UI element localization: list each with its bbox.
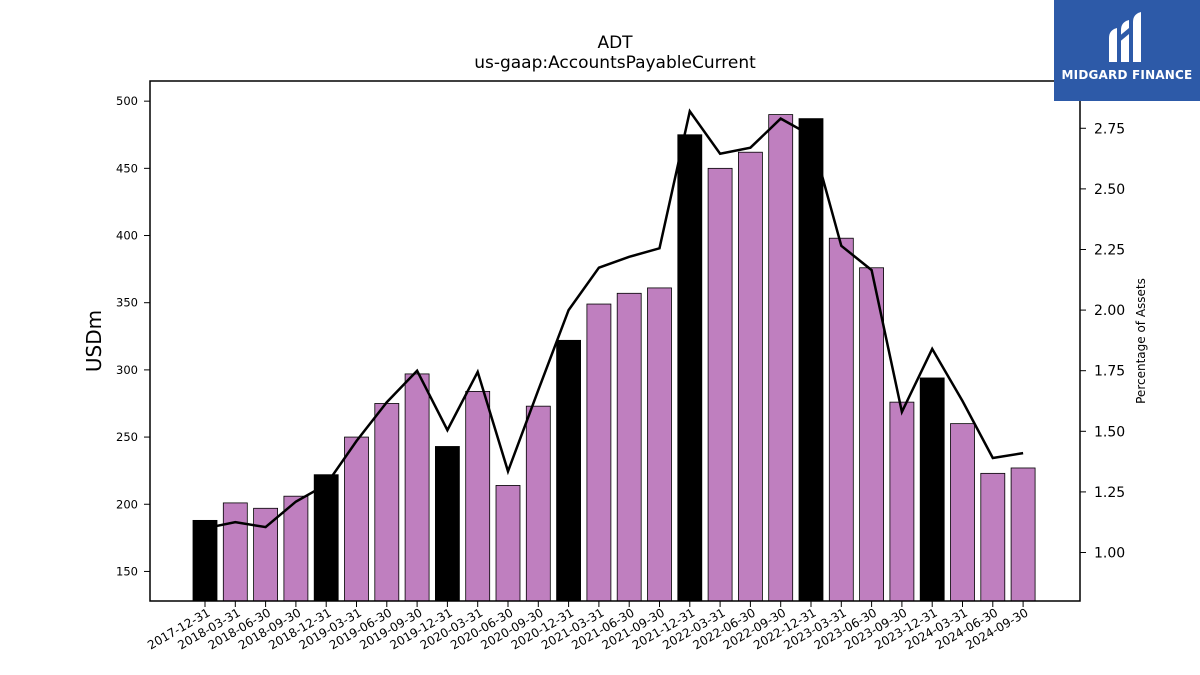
bar — [253, 507, 279, 602]
y2-tick-label: 1.50 — [1094, 424, 1125, 440]
bar — [313, 474, 339, 602]
bar — [768, 114, 794, 602]
bar — [798, 118, 824, 602]
bar — [404, 373, 430, 602]
bar — [222, 502, 248, 602]
y-tick-label: 400 — [116, 229, 138, 243]
y2-tick-label: 1.25 — [1094, 485, 1125, 501]
bar — [677, 134, 703, 602]
bar — [465, 390, 491, 602]
bar — [828, 237, 854, 602]
bar — [434, 446, 460, 602]
y2-tick-label: 2.75 — [1094, 121, 1125, 137]
bar — [556, 339, 581, 602]
bar — [344, 436, 369, 602]
y2-tick-label: 2.50 — [1094, 182, 1125, 198]
bar — [616, 292, 642, 602]
y-tick-label: 200 — [116, 497, 138, 511]
right-axis: 1.00 1.25 1.50 1.75 2.00 2.25 2.50 2.75 — [1080, 121, 1125, 562]
bar — [980, 472, 1006, 602]
y2-tick-label: 2.00 — [1094, 303, 1125, 319]
y-tick-label: 350 — [116, 296, 138, 310]
plot-frame — [149, 80, 1081, 602]
bar — [586, 303, 612, 602]
bar — [283, 495, 309, 602]
x-axis: 2017-12-312018-03-312018-06-302018-09-30… — [145, 601, 1031, 652]
bar — [525, 405, 551, 602]
midgard-logo-icon — [1109, 12, 1141, 62]
y-tick-label: 250 — [116, 430, 138, 444]
bar — [707, 167, 733, 602]
line-series — [204, 108, 1024, 530]
bar — [950, 423, 975, 602]
bar-series — [192, 114, 1036, 602]
chart-title: ADT — [597, 33, 633, 53]
y2-tick-label: 1.75 — [1094, 364, 1125, 380]
bar — [919, 377, 945, 602]
y-tick-label: 150 — [116, 564, 138, 578]
y-tick-label: 300 — [116, 363, 138, 377]
percentage-line — [204, 108, 1024, 530]
bar — [1010, 467, 1036, 602]
y2-tick-label: 2.25 — [1094, 242, 1125, 258]
y-tick-label: 500 — [116, 94, 138, 108]
y2-tick-label: 1.00 — [1094, 546, 1125, 562]
bar — [647, 287, 672, 602]
bar — [374, 403, 400, 602]
chart-subtitle: us-gaap:AccountsPayableCurrent — [474, 53, 756, 73]
bar — [889, 401, 915, 602]
bar — [495, 485, 521, 602]
y2-axis-label: Percentage of Assets — [1134, 278, 1148, 404]
midgard-logo: MIDGARD FINANCE — [1054, 0, 1200, 101]
logo-text: MIDGARD FINANCE — [1061, 68, 1193, 82]
bar — [192, 519, 218, 602]
y-tick-label: 450 — [116, 161, 138, 175]
bar — [859, 267, 884, 602]
y-axis-label: USDm — [82, 310, 106, 372]
left-axis: 150 200 250 300 350 400 450 500 — [116, 94, 150, 578]
bar — [738, 151, 763, 602]
